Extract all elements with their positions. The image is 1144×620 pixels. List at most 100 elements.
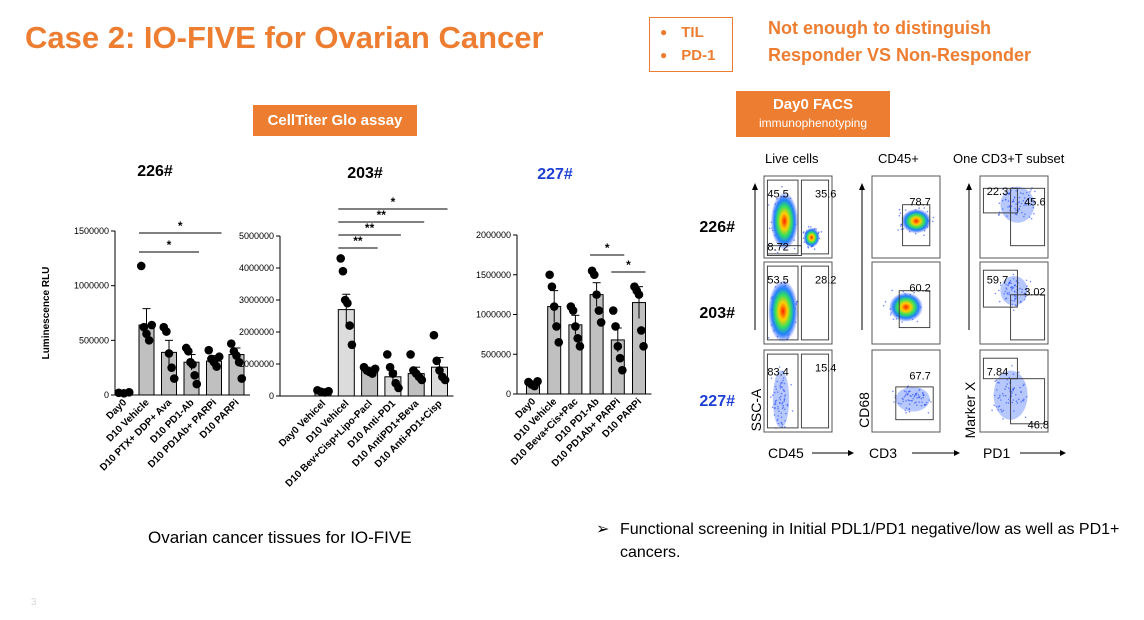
- facs-event: [779, 402, 781, 405]
- facs-event: [1002, 409, 1005, 412]
- facs-event: [1011, 365, 1013, 367]
- facs-event: [908, 399, 910, 402]
- facs-event: [784, 408, 786, 411]
- data-point: [545, 270, 554, 280]
- arrow-head-icon: [859, 183, 865, 190]
- facs-gate: [902, 204, 931, 247]
- facs-event: [782, 370, 784, 373]
- facs-event: [914, 402, 916, 404]
- data-point: [592, 290, 601, 299]
- facs-event: [810, 226, 812, 228]
- facs-event: [1024, 213, 1026, 215]
- facs-event: [780, 385, 782, 388]
- facs-event: [803, 231, 805, 233]
- facs-density: [772, 370, 790, 428]
- gate-percentage: 7.84: [987, 366, 1008, 378]
- gate-percentage: 59.7: [987, 274, 1008, 286]
- facs-event: [1024, 295, 1027, 298]
- y-tick-label: 0: [269, 391, 274, 401]
- facs-event: [900, 228, 903, 231]
- facs-event: [925, 403, 927, 406]
- facs-event: [1021, 291, 1023, 293]
- data-point: [212, 362, 221, 371]
- data-point: [144, 336, 154, 345]
- gate-percentage: 53.5: [767, 274, 788, 286]
- facs-event: [921, 392, 924, 395]
- facs-gate: [895, 386, 934, 421]
- data-point: [345, 321, 354, 330]
- facs-y-axis-label: Marker X: [962, 381, 978, 438]
- facs-event: [784, 426, 786, 428]
- facs-event: [1022, 384, 1025, 387]
- data-point: [184, 346, 193, 356]
- facs-event: [773, 403, 776, 406]
- facs-event: [926, 210, 929, 213]
- facs-event: [1013, 197, 1016, 199]
- facs-column-header: Live cells: [765, 151, 819, 166]
- facs-event: [782, 377, 785, 379]
- facs-panel: 67.7: [871, 349, 941, 433]
- data-point: [429, 330, 439, 340]
- facs-event: [918, 396, 921, 399]
- facs-event: [1005, 194, 1007, 196]
- facs-row-label: 203#: [699, 305, 735, 322]
- data-point: [636, 326, 646, 335]
- facs-density: [895, 386, 930, 412]
- bullet-text: Functional screening in Initial PDL1/PD1…: [620, 521, 1120, 561]
- gate-percentage: 46.8: [1028, 420, 1049, 432]
- facs-event: [893, 401, 895, 403]
- facs-event: [897, 229, 899, 231]
- facs-event: [998, 396, 1001, 398]
- facs-event: [932, 216, 935, 219]
- facs-panel: 22.3 45.6: [979, 175, 1049, 259]
- facs-density: [901, 208, 932, 234]
- facs-event: [919, 388, 921, 391]
- legend-box: ● TIL ● PD-1: [649, 17, 733, 72]
- facs-event: [1022, 400, 1025, 402]
- facs-event: [777, 415, 779, 417]
- data-point: [232, 351, 241, 360]
- arrow-head-icon: [1060, 450, 1066, 456]
- facs-gate: [766, 353, 799, 429]
- facs-plot-frame: [979, 175, 1049, 259]
- facs-event: [927, 412, 930, 414]
- facs-event: [785, 412, 787, 415]
- facs-event: [1006, 215, 1008, 217]
- data-point: [432, 356, 442, 366]
- gate-percentage: 35.6: [815, 188, 836, 200]
- facs-event: [1023, 398, 1025, 401]
- data-point: [147, 320, 157, 330]
- facs-event: [1023, 383, 1025, 386]
- data-point: [226, 339, 236, 348]
- facs-event: [999, 394, 1001, 397]
- facs-event: [1015, 295, 1017, 298]
- facs-event: [1014, 297, 1016, 300]
- facs-event: [1005, 287, 1007, 289]
- facs-event: [1008, 205, 1011, 207]
- facs-gate: [800, 265, 830, 341]
- facs-event: [892, 390, 894, 393]
- facs-event: [777, 408, 779, 410]
- facs-column-header: One CD3+T subset: [953, 151, 1065, 166]
- facs-density: [770, 192, 799, 250]
- facs-event: [899, 212, 902, 214]
- facs-event: [1012, 277, 1015, 280]
- data-point: [406, 350, 415, 359]
- facs-event: [1011, 287, 1013, 289]
- facs-event: [1002, 188, 1004, 191]
- data-point: [533, 376, 542, 386]
- facs-event: [1015, 400, 1018, 403]
- facs-event: [930, 401, 932, 403]
- facs-event: [771, 406, 774, 409]
- facs-event: [998, 202, 1001, 204]
- data-point: [417, 375, 427, 385]
- facs-event: [784, 419, 786, 422]
- data-point: [204, 345, 214, 355]
- chart-title: 227#: [537, 166, 573, 183]
- facs-event: [912, 397, 914, 400]
- data-point: [554, 338, 564, 347]
- facs-event: [905, 407, 908, 409]
- data-point: [440, 375, 450, 385]
- facs-event: [1012, 388, 1014, 390]
- facs-event: [783, 390, 786, 393]
